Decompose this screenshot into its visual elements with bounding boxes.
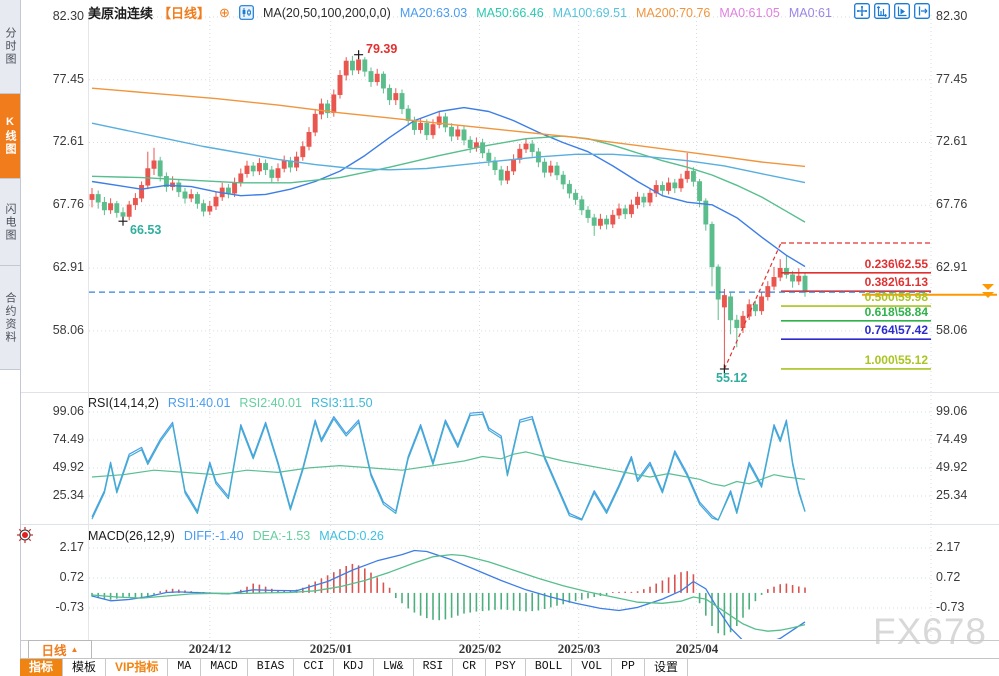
ma-formula: MA(20,50,100,200,0,0) — [262, 5, 391, 20]
tab-pp[interactable]: PP — [612, 659, 645, 676]
tab-settings[interactable]: 设置 — [645, 659, 688, 676]
goto-latest-icon[interactable] — [914, 3, 930, 19]
x-axis-label: 2025/03 — [557, 641, 601, 656]
watermark: FX678 — [872, 611, 987, 652]
rsi3-value: RSI3:11.50 — [310, 396, 373, 410]
alert-blink-icon[interactable] — [16, 526, 34, 544]
tab-macd[interactable]: MACD — [201, 659, 248, 676]
price-axis-label: 58.06 — [936, 323, 968, 337]
tab-bias[interactable]: BIAS — [248, 659, 295, 676]
x-axis-label: 2024/12 — [188, 641, 232, 656]
macd-title: MACD(26,12,9) — [88, 529, 175, 543]
price-axis-label: 58.06 — [52, 323, 84, 337]
tab-boll[interactable]: BOLL — [526, 659, 573, 676]
macd-axis-label: 2.17 — [59, 540, 84, 554]
macd-legend: MACD(26,12,9) DIFF:-1.40 DEA:-1.53 MACD:… — [88, 529, 384, 543]
macd-axis-label: -0.73 — [55, 600, 85, 614]
rsi-axis-label: 25.34 — [52, 488, 84, 502]
rsi-axis-label: 99.06 — [936, 404, 968, 418]
price-axis-label: 77.45 — [52, 72, 84, 86]
main-legend: 美原油连续 【日线】 ⊕ MA(20,50,100,200,0,0) MA20:… — [88, 3, 832, 22]
ma0-value-2: MA0:61 — [788, 5, 832, 20]
ma50-value: MA50:66.46 — [476, 5, 544, 20]
chart-controls — [854, 3, 930, 19]
sidebar-tab-kline-chart[interactable]: K线图 — [0, 94, 20, 179]
tab-template[interactable]: 模板 — [63, 659, 107, 676]
indicator-toolbar: 指标 模板 VIP指标 MA MACD BIAS CCI KDJ LW& RSI… — [20, 658, 999, 676]
price-axis-label: 62.91 — [52, 260, 84, 274]
price-axis-label: 72.61 — [936, 134, 968, 148]
tab-rsi[interactable]: RSI — [414, 659, 454, 676]
fib-level-label-0618: 0.618\58.84 — [864, 305, 928, 319]
sidebar-tab-time-chart[interactable]: 分时图 — [0, 0, 20, 94]
period-selector-label: 日线 — [41, 644, 67, 658]
price-axis-label: 77.45 — [936, 72, 968, 86]
rsi-axis-label: 49.92 — [52, 460, 84, 474]
rsi-axis-label: 74.49 — [936, 432, 968, 446]
tab-vol[interactable]: VOL — [572, 659, 613, 676]
fib-level-label-1000: 1.000\55.12 — [864, 353, 928, 367]
diff-value: DIFF:-1.40 — [183, 529, 244, 543]
price-axis-label: 62.91 — [936, 260, 968, 274]
tab-psy[interactable]: PSY — [486, 659, 526, 676]
rsi-title: RSI(14,14,2) — [88, 396, 159, 410]
macd-axis-label: -0.73 — [936, 600, 965, 614]
kline-chart-icon[interactable] — [239, 5, 254, 20]
rsi-legend: RSI(14,14,2) RSI1:40.01 RSI2:40.01 RSI3:… — [88, 396, 373, 410]
tab-lw[interactable]: LW& — [374, 659, 414, 676]
dea-value: DEA:-1.53 — [252, 529, 311, 543]
tab-cr[interactable]: CR — [453, 659, 487, 676]
axis-pan-icon[interactable] — [894, 3, 910, 19]
period-selector-button[interactable]: 日线 ▲ — [28, 640, 92, 659]
tab-cci[interactable]: CCI — [294, 659, 335, 676]
tab-kdj[interactable]: KDJ — [334, 659, 374, 676]
high-price-marker: 79.39 — [366, 42, 398, 56]
fib-level-label-0764: 0.764\57.42 — [864, 323, 928, 337]
price-axis-label: 72.61 — [52, 134, 84, 148]
ma200-value: MA200:70.76 — [636, 5, 711, 20]
price-axis-label: 82.30 — [52, 9, 84, 23]
x-axis-label: 2025/01 — [309, 641, 353, 656]
symbol-name: 美原油连续 — [88, 6, 154, 21]
tab-indicator[interactable]: 指标 — [20, 659, 64, 676]
macd-axis-label: 2.17 — [936, 540, 961, 554]
fib-level-label-0500: 0.500\59.98 — [864, 290, 928, 304]
add-indicator-icon[interactable]: ⊕ — [219, 4, 230, 20]
price-axis-label: 82.30 — [936, 9, 968, 23]
rsi-axis-label: 25.34 — [936, 488, 968, 502]
rsi-axis-label: 74.49 — [52, 432, 84, 446]
apr-low-price-marker: 55.12 — [716, 371, 748, 385]
rsi1-value: RSI1:40.01 — [167, 396, 231, 410]
macd-axis-label: 0.72 — [59, 570, 84, 584]
ma0-value-1: MA0:61.05 — [719, 5, 780, 20]
sidebar: 分时图 K线图 闪电图 合约资料 — [0, 0, 21, 675]
nov-low-price-marker: 66.53 — [130, 223, 162, 237]
crosshair-move-icon[interactable] — [854, 3, 870, 19]
x-axis-label: 2025/02 — [458, 641, 502, 656]
price-axis-label: 67.76 — [52, 197, 84, 211]
macd-axis-label: 0.72 — [936, 570, 961, 584]
axis-scale-icon[interactable] — [874, 3, 890, 19]
ma20-value: MA20:63.03 — [399, 5, 468, 20]
x-axis-label: 2025/04 — [675, 641, 719, 656]
tab-vip-indicator[interactable]: VIP指标 — [106, 659, 169, 676]
price-axis-label: 67.76 — [936, 197, 968, 211]
ma100-value: MA100:69.51 — [552, 5, 628, 20]
sidebar-tab-contract-info[interactable]: 合约资料 — [0, 266, 20, 370]
tab-ma[interactable]: MA — [168, 659, 202, 676]
rsi-axis-label: 49.92 — [936, 460, 968, 474]
fib-level-label-0382: 0.382\61.13 — [864, 275, 928, 289]
sidebar-tab-flash-chart[interactable]: 闪电图 — [0, 179, 20, 266]
rsi-axis-label: 99.06 — [52, 404, 84, 418]
fib-level-label-0236: 0.236\62.55 — [864, 257, 928, 271]
rsi2-value: RSI2:40.01 — [239, 396, 302, 410]
period-tag: 【日线】 — [158, 6, 211, 21]
macd-value: MACD:0.26 — [319, 529, 384, 543]
triangle-up-icon: ▲ — [70, 645, 79, 654]
